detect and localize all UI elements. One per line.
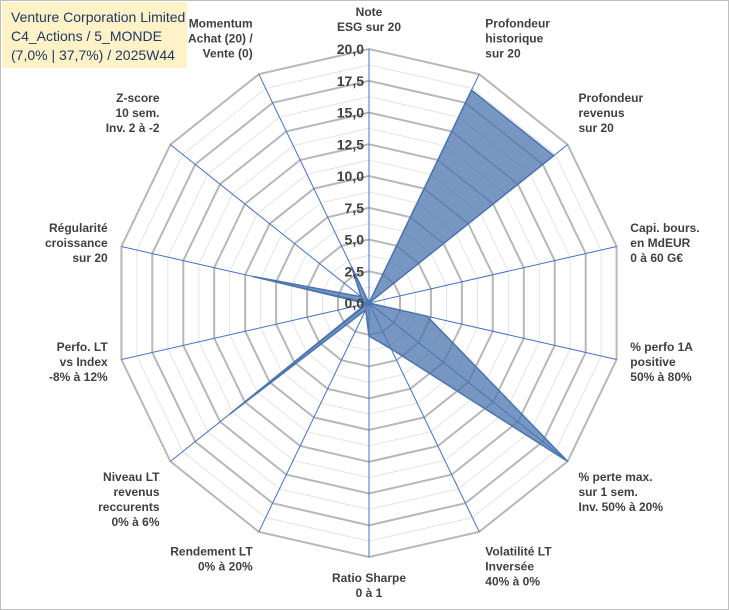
tick-label: 5,0 (345, 232, 365, 248)
category-label: % perte max. sur 1 sem. Inv. 50% à 20% (579, 470, 664, 514)
tick-label: 10,0 (337, 168, 364, 184)
tick-label: 12,5 (337, 136, 364, 152)
tick-label: 20,0 (337, 41, 364, 57)
axis-spoke (368, 246, 617, 304)
category-label: Profondeur historique sur 20 (485, 17, 550, 61)
chart-title-box: Venture Corporation Limited C4_Actions /… (2, 2, 187, 68)
category-label: Niveau LT revenus reccurents 0% à 6% (98, 470, 160, 529)
tick-label: 7,5 (345, 200, 365, 216)
tick-label: 0,0 (345, 295, 365, 311)
category-label: Ratio Sharpe 0 à 1 (332, 571, 406, 600)
tick-label: 2,5 (345, 263, 365, 279)
performance-summary: (7,0% | 37,7%) / 2025W44 (11, 47, 175, 63)
tick-label: 15,0 (337, 105, 364, 121)
category-label: Momentum Achat (20) / Vente (0) (188, 17, 253, 61)
category-label: Rendement LT 0% à 20% (170, 545, 253, 574)
axis-spoke (258, 73, 370, 304)
category-label: Régularité croissance sur 20 (45, 221, 108, 265)
tick-label: 17,5 (337, 73, 364, 89)
category-label: % perfo 1A positive 50% à 80% (630, 340, 693, 384)
category-label: Profondeur revenus sur 20 (579, 91, 644, 135)
category-label: Capi. bours. en MdEUR 0 à 60 G€ (630, 221, 699, 265)
portfolio-name: C4_Actions / 5_MONDE (11, 28, 162, 44)
axis-spoke (121, 302, 370, 360)
axis-spoke (170, 144, 370, 304)
category-label: Z-score 10 sem. Inv. 2 à -2 (106, 91, 160, 135)
category-label: Volatilité LT Inversée 40% à 0% (485, 545, 552, 589)
series-area (229, 89, 569, 463)
axis-spoke (258, 302, 370, 533)
company-name: Venture Corporation Limited (11, 9, 186, 25)
category-label: Note ESG sur 20 (337, 5, 401, 34)
category-label: Perfo. LT vs Index -8% à 12% (49, 340, 108, 384)
